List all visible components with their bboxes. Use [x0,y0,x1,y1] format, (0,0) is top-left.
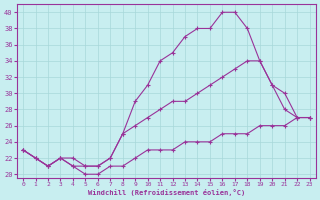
X-axis label: Windchill (Refroidissement éolien,°C): Windchill (Refroidissement éolien,°C) [88,189,245,196]
